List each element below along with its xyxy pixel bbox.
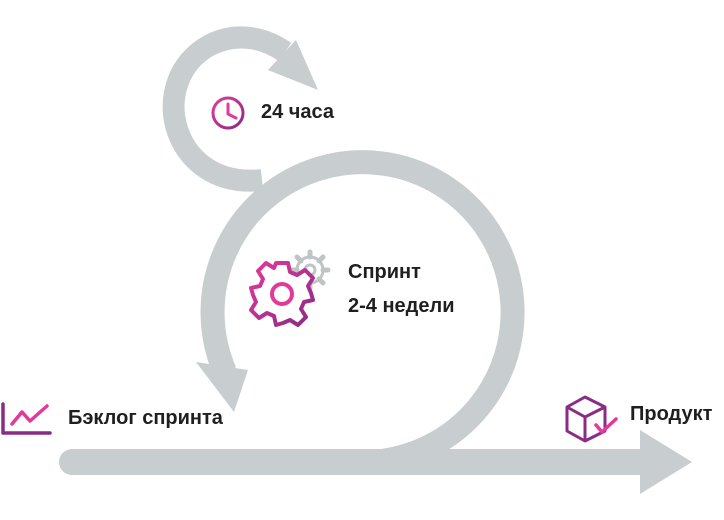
product-label: Продукт — [630, 403, 713, 425]
sprint-title-label: Спринт — [348, 261, 421, 283]
daily-loop-arrow — [162, 26, 318, 192]
sprint-backlog-label: Бэклог спринта — [68, 407, 223, 429]
gears-icon — [249, 249, 331, 327]
trend-chart-icon — [1, 402, 52, 435]
clock-icon — [211, 96, 245, 130]
sprint-duration-label: 2-4 недели — [348, 295, 455, 317]
daily-cycle-label: 24 часа — [261, 101, 335, 123]
main-flow-arrow — [59, 430, 692, 494]
sprint-loop-arrow — [196, 150, 525, 474]
package-check-icon — [565, 395, 618, 443]
